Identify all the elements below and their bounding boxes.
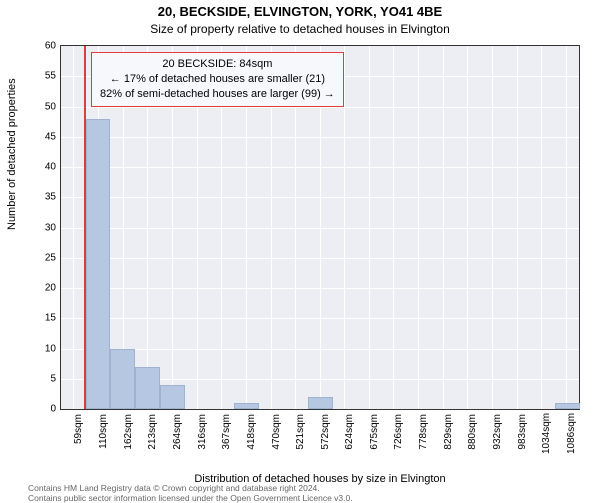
grid-line-v xyxy=(369,46,370,409)
x-tick-label: 521sqm xyxy=(295,414,306,454)
histogram-bar xyxy=(555,403,580,409)
histogram-bar xyxy=(234,403,259,409)
y-axis-label: Number of detached properties xyxy=(6,78,18,230)
attribution: Contains HM Land Registry data © Crown c… xyxy=(28,484,353,503)
x-tick-label: 880sqm xyxy=(467,414,478,454)
y-tick-label: 55 xyxy=(45,71,56,82)
y-tick-label: 45 xyxy=(45,131,56,142)
y-tick-label: 0 xyxy=(50,404,56,415)
x-tick-label: 316sqm xyxy=(197,414,208,454)
annotation-line1: 20 BECKSIDE: 84sqm xyxy=(100,57,335,72)
annotation-line3: 82% of semi-detached houses are larger (… xyxy=(100,87,335,102)
histogram-bar xyxy=(110,349,135,410)
attribution-line2: Contains public sector information licen… xyxy=(28,494,353,503)
y-tick-label: 15 xyxy=(45,313,56,324)
y-tick-label: 10 xyxy=(45,343,56,354)
histogram-bar xyxy=(135,367,160,409)
histogram-bar xyxy=(86,119,111,409)
y-tick-label: 5 xyxy=(50,373,56,384)
chart-subtitle: Size of property relative to detached ho… xyxy=(0,22,600,36)
grid-line-v xyxy=(443,46,444,409)
x-tick-label: 932sqm xyxy=(492,414,503,454)
x-tick-label: 213sqm xyxy=(147,414,158,454)
x-tick-label: 726sqm xyxy=(393,414,404,454)
x-tick-label: 829sqm xyxy=(443,414,454,454)
y-tick-label: 40 xyxy=(45,162,56,173)
histogram-bar xyxy=(308,397,333,409)
x-tick-label: 572sqm xyxy=(320,414,331,454)
x-tick-label: 983sqm xyxy=(517,414,528,454)
marker-line xyxy=(84,46,86,409)
annotation-box: 20 BECKSIDE: 84sqm ← 17% of detached hou… xyxy=(91,52,344,107)
histogram-bar xyxy=(160,385,185,409)
x-tick-label: 264sqm xyxy=(172,414,183,454)
chart-title: 20, BECKSIDE, ELVINGTON, YORK, YO41 4BE xyxy=(0,4,600,19)
grid-line-v xyxy=(492,46,493,409)
x-tick-label: 418sqm xyxy=(246,414,257,454)
grid-line-v xyxy=(517,46,518,409)
y-tick-label: 35 xyxy=(45,192,56,203)
grid-line-v xyxy=(344,46,345,409)
y-tick-label: 25 xyxy=(45,252,56,263)
y-tick-label: 50 xyxy=(45,101,56,112)
x-tick-label: 778sqm xyxy=(418,414,429,454)
grid-line-v xyxy=(393,46,394,409)
plot-area: 20 BECKSIDE: 84sqm ← 17% of detached hou… xyxy=(60,45,580,410)
chart-container: 20, BECKSIDE, ELVINGTON, YORK, YO41 4BE … xyxy=(0,0,600,500)
grid-line-v xyxy=(566,46,567,409)
grid-line-v xyxy=(467,46,468,409)
x-tick-label: 1086sqm xyxy=(566,414,577,454)
x-tick-label: 1034sqm xyxy=(541,414,552,454)
y-tick-label: 30 xyxy=(45,222,56,233)
grid-line-v xyxy=(73,46,74,409)
annotation-line2: ← 17% of detached houses are smaller (21… xyxy=(100,72,335,87)
y-tick-label: 60 xyxy=(45,41,56,52)
x-tick-label: 59sqm xyxy=(73,414,84,454)
x-tick-label: 675sqm xyxy=(369,414,380,454)
grid-line-v xyxy=(541,46,542,409)
grid-line-v xyxy=(418,46,419,409)
y-tick-label: 20 xyxy=(45,283,56,294)
x-tick-label: 367sqm xyxy=(221,414,232,454)
x-tick-label: 162sqm xyxy=(123,414,134,454)
x-tick-label: 110sqm xyxy=(98,414,109,454)
x-tick-label: 624sqm xyxy=(344,414,355,454)
x-tick-label: 470sqm xyxy=(271,414,282,454)
